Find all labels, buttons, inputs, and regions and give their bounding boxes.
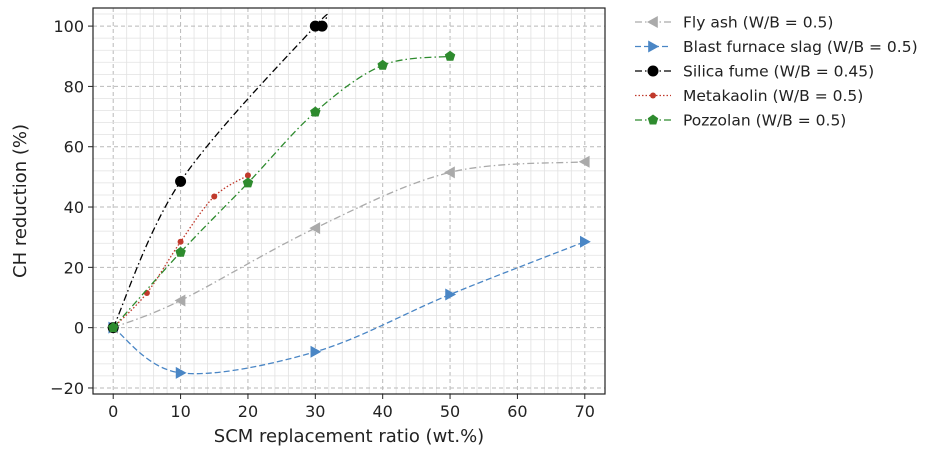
legend-label: Silica fume (W/B = 0.45) xyxy=(683,63,874,81)
data-point xyxy=(143,289,150,296)
legend-marker xyxy=(647,114,659,125)
y-tick-label: −20 xyxy=(50,379,84,398)
legend-label: Metakaolin (W/B = 0.5) xyxy=(683,87,863,105)
y-axis-label: CH reduction (%) xyxy=(10,124,31,278)
data-point xyxy=(177,238,184,245)
data-point xyxy=(377,59,388,70)
plot-frame xyxy=(92,7,606,395)
legend-marker xyxy=(647,65,659,77)
x-tick-label: 40 xyxy=(373,402,393,421)
x-tick-label: 20 xyxy=(238,402,258,421)
data-point xyxy=(444,166,455,179)
y-tick-label: 40 xyxy=(64,198,84,217)
series-line xyxy=(112,55,451,329)
y-tick-label: 80 xyxy=(64,77,84,96)
x-tick-label: 60 xyxy=(507,402,527,421)
data-point xyxy=(175,175,187,187)
data-point xyxy=(244,172,251,179)
series-layer xyxy=(107,13,591,379)
legend: Fly ash (W/B = 0.5) Blast furnace slag (W… xyxy=(635,14,918,130)
legend-marker xyxy=(647,16,658,28)
legend-label: Pozzolan (W/B = 0.5) xyxy=(683,112,846,130)
data-point xyxy=(175,246,186,257)
data-point xyxy=(310,345,322,358)
legend-label: Fly ash (W/B = 0.5) xyxy=(683,14,833,32)
y-tick-label: 0 xyxy=(74,319,84,338)
x-tick-label: 30 xyxy=(305,402,325,421)
series-line xyxy=(112,161,585,329)
grid xyxy=(93,8,605,394)
x-tick-label: 10 xyxy=(170,402,190,421)
y-tick-label: 20 xyxy=(64,258,84,277)
x-axis-label: SCM replacement ratio (wt.%) xyxy=(214,426,484,447)
series-line xyxy=(112,241,586,375)
x-tick-label: 70 xyxy=(575,402,595,421)
data-point xyxy=(309,222,321,235)
y-tick-label: 60 xyxy=(64,138,84,157)
legend-marker xyxy=(650,92,656,99)
data-point xyxy=(107,322,119,333)
legend-marker xyxy=(648,40,659,53)
series-line xyxy=(112,13,329,328)
data-point xyxy=(242,177,254,188)
data-point xyxy=(310,106,321,117)
data-point xyxy=(211,193,218,200)
series-2 xyxy=(108,235,591,379)
data-point xyxy=(174,294,186,307)
data-point xyxy=(316,20,328,32)
data-point xyxy=(444,50,456,61)
data-point xyxy=(579,235,591,248)
data-point xyxy=(175,366,187,379)
x-tick-label: 50 xyxy=(440,402,460,421)
data-point xyxy=(578,155,590,168)
y-tick-label: 100 xyxy=(53,17,84,36)
x-tick-label: 0 xyxy=(108,402,118,421)
series-5 xyxy=(107,50,456,333)
legend-label: Blast furnace slag (W/B = 0.5) xyxy=(683,38,918,56)
axis-ticks: 0 10 20 30 40 50 60 70 −20 0 20 40 60 80 100 xyxy=(50,17,595,421)
data-point xyxy=(445,288,457,301)
